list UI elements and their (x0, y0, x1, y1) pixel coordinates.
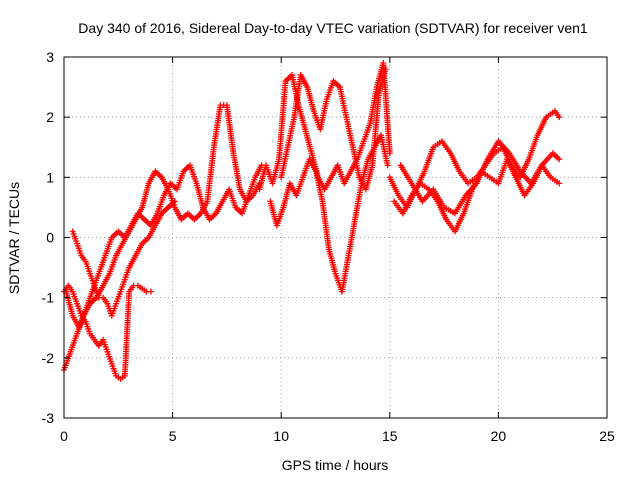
data-point (384, 162, 391, 169)
data-points (61, 60, 563, 382)
x-tick-label: 20 (491, 428, 507, 444)
data-point (556, 156, 563, 163)
series-s7 (267, 132, 391, 295)
y-axis-label: SDTVAR / TECUs (6, 182, 22, 294)
series-s5 (256, 60, 393, 193)
x-tick-label: 15 (382, 428, 398, 444)
data-point (147, 288, 154, 295)
plot-frame (63, 56, 608, 419)
y-tick-label: -3 (42, 410, 55, 426)
data-point (171, 198, 178, 205)
y-tick-label: -2 (42, 350, 55, 366)
data-point (556, 180, 563, 187)
data-point (382, 66, 389, 73)
x-tick-label: 0 (60, 428, 68, 444)
axis-ticks: 0 5 10 15 20 25 -3 -2 -1 0 1 2 3 (42, 49, 615, 444)
series-s2 (63, 162, 265, 331)
x-tick-label: 5 (169, 428, 177, 444)
series-s4 (69, 198, 178, 319)
data-point (556, 114, 563, 121)
y-tick-label: 2 (46, 109, 54, 125)
grid-lines (64, 57, 607, 418)
series-s3 (61, 282, 154, 382)
y-tick-label: 3 (46, 49, 54, 65)
chart-title: Day 340 of 2016, Sidereal Day-to-day VTE… (78, 20, 588, 36)
series-s10 (397, 138, 563, 217)
y-tick-label: 0 (46, 230, 54, 246)
x-axis-label: GPS time / hours (282, 457, 389, 473)
y-tick-label: -1 (42, 290, 55, 306)
x-tick-label: 10 (273, 428, 289, 444)
y-tick-label: 1 (46, 169, 54, 185)
x-tick-label: 25 (599, 428, 615, 444)
